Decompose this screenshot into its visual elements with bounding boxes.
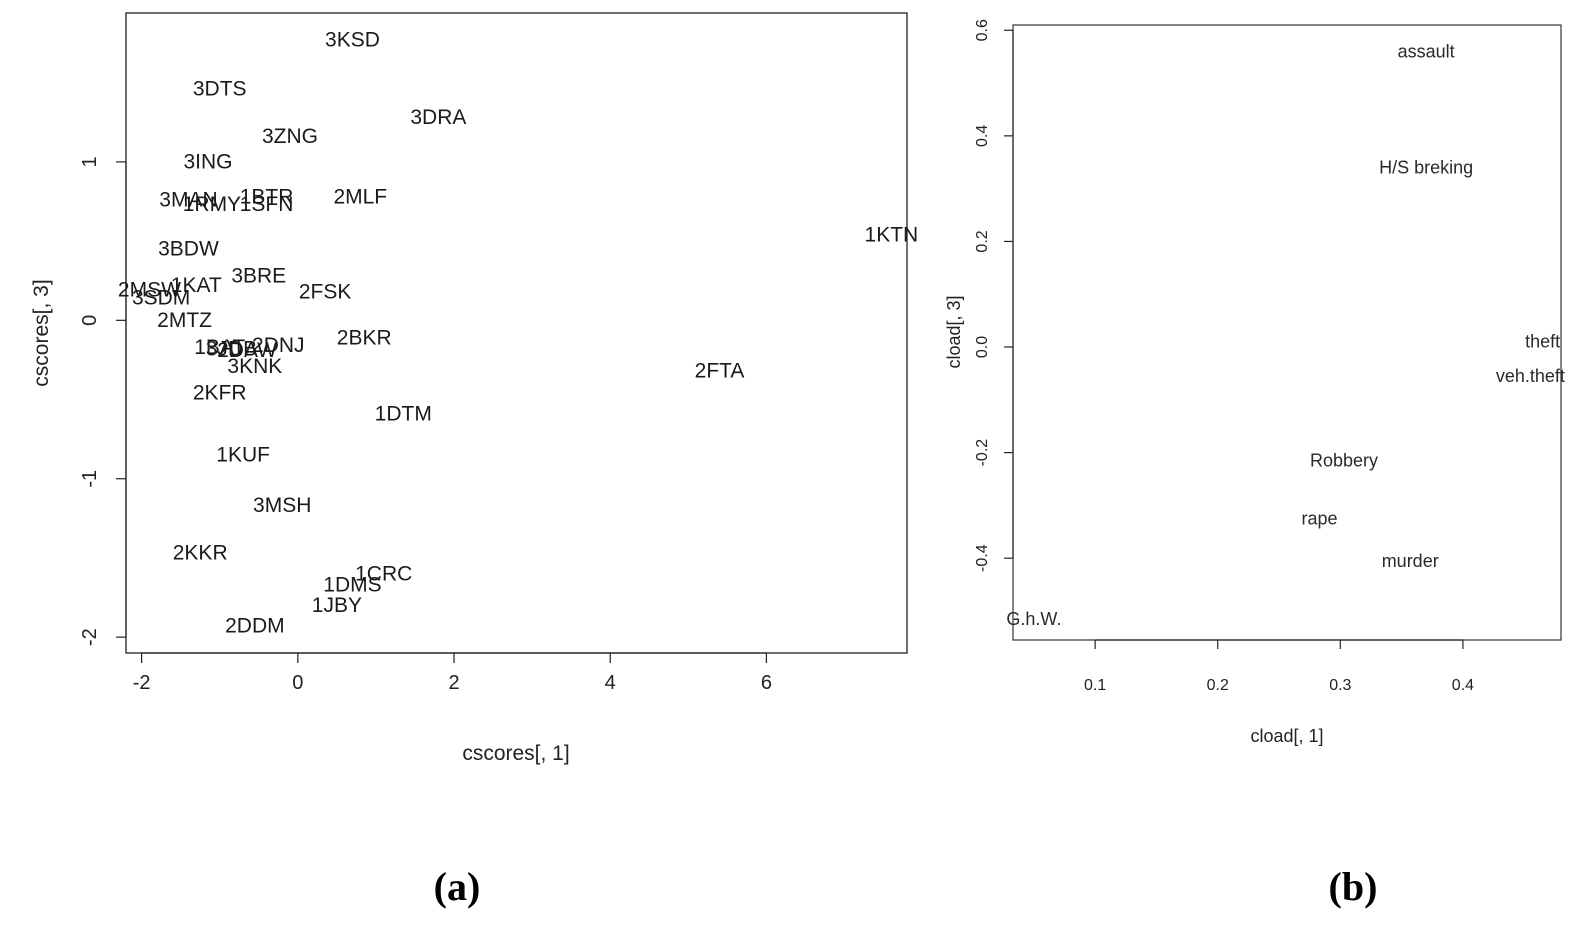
- x-axis-a: -2 0 2 4 6: [133, 652, 772, 694]
- point-label: 1KAT: [171, 274, 222, 297]
- point-label: 1SFN: [240, 193, 294, 216]
- point-label: 1CRC: [355, 562, 412, 585]
- point-label: 3SDM: [132, 287, 190, 310]
- point-label: rape: [1301, 509, 1337, 529]
- point-label: 2KFR: [193, 382, 247, 405]
- plot-frame-b: [1012, 24, 1562, 641]
- panel-b-loadings-plot: 0.1 0.2 0.3 0.4 -0.4 -0.2 0.0 0.2 0.4 0.6 assaul…: [944, 19, 1565, 746]
- point-label: 3MSH: [253, 494, 311, 517]
- point-label: 2BKR: [337, 326, 392, 349]
- x-tick-label: 2: [448, 672, 459, 694]
- point-label: 3KNK: [227, 355, 282, 378]
- point-label: 2MTZ: [157, 309, 212, 332]
- point-label: 3DRA: [410, 106, 466, 129]
- point-label: 1KTN: [865, 223, 919, 246]
- point-label: 2MSW: [118, 279, 181, 302]
- point-label: 3MAN: [159, 188, 217, 211]
- y-axis-label-a: cscores[, 3]: [30, 279, 53, 386]
- point-label: H/S breking: [1379, 158, 1473, 178]
- y-tick-label: -1: [79, 470, 101, 488]
- point-label: 2FSK: [299, 280, 352, 303]
- y-tick-label: -0.2: [974, 439, 991, 467]
- point-label: 1BTR: [240, 185, 294, 208]
- y-tick-label: 1: [79, 156, 101, 167]
- point-label: murder: [1382, 551, 1439, 571]
- plot-frame-a: [125, 12, 908, 654]
- point-label: 1KUF: [216, 443, 270, 466]
- point-label: 3ZNG: [262, 125, 318, 148]
- caption-a: (a): [434, 864, 481, 909]
- x-tick-label: 6: [761, 672, 772, 694]
- point-label: 1DTM: [375, 402, 432, 425]
- point-label: 3JDB: [206, 337, 257, 360]
- y-tick-label: 0.0: [974, 336, 991, 358]
- point-label: Robbery: [1310, 451, 1378, 471]
- point-label: 3KSD: [325, 28, 380, 51]
- x-axis-b: 0.1 0.2 0.3 0.4: [1084, 639, 1474, 694]
- y-axis-a: -2 -1 0 1: [79, 156, 127, 646]
- point-label: G.h.W.: [1006, 609, 1061, 629]
- x-axis-label-a: cscores[, 1]: [462, 742, 569, 765]
- point-label: assault: [1398, 41, 1455, 61]
- y-axis-label-b: cload[, 3]: [944, 295, 964, 368]
- x-tick-label: 0.2: [1207, 677, 1229, 694]
- point-label: 2FTA: [695, 360, 745, 383]
- y-tick-label: 0.6: [974, 19, 991, 41]
- y-tick-label: 0.2: [974, 230, 991, 252]
- point-label: 2DDM: [225, 615, 285, 638]
- x-tick-label: -2: [133, 672, 151, 694]
- point-labels-b: assault H/S breking theft veh.theft Robbery r…: [1006, 41, 1565, 628]
- point-label: 2KKR: [173, 542, 228, 565]
- x-tick-label: 0.3: [1329, 677, 1351, 694]
- x-tick-label: 0: [292, 672, 303, 694]
- y-tick-label: 0.4: [974, 125, 991, 147]
- point-label: veh.theft: [1496, 366, 1565, 386]
- y-tick-label: 0: [79, 315, 101, 326]
- point-label: 2MLF: [333, 185, 387, 208]
- point-label: theft: [1525, 332, 1560, 352]
- y-tick-label: -2: [79, 628, 101, 646]
- point-label: 3BDW: [158, 238, 219, 261]
- x-tick-label: 0.1: [1084, 677, 1106, 694]
- point-label: 1RMY: [183, 193, 241, 216]
- caption-b: (b): [1329, 864, 1378, 909]
- x-tick-label: 4: [605, 672, 616, 694]
- point-label: 1DMS: [323, 573, 381, 596]
- point-label: 2DAW: [217, 339, 277, 362]
- point-label: 3BRE: [231, 264, 286, 287]
- point-label: 3ING: [183, 150, 232, 173]
- point-label: 2DNJ: [252, 334, 305, 357]
- panel-a-scores-plot: -2 0 2 4 6 -2 -1 0 1 3KSD 3DTS 3DRA 3ZNG 3ING 1BTR 2M…: [30, 12, 918, 765]
- point-label: 1JBY: [312, 594, 362, 617]
- point-label: 3DTS: [193, 78, 247, 101]
- x-tick-label: 0.4: [1452, 677, 1474, 694]
- y-axis-b: -0.4 -0.2 0.0 0.2 0.4 0.6: [974, 19, 1014, 572]
- point-label: 1BAT: [194, 336, 245, 359]
- y-tick-label: -0.4: [974, 544, 991, 572]
- x-axis-label-b: cload[, 1]: [1250, 726, 1323, 746]
- point-labels-a: 3KSD 3DTS 3DRA 3ZNG 3ING 1BTR 2MLF 3MAN1RMY1SFN…: [118, 28, 918, 637]
